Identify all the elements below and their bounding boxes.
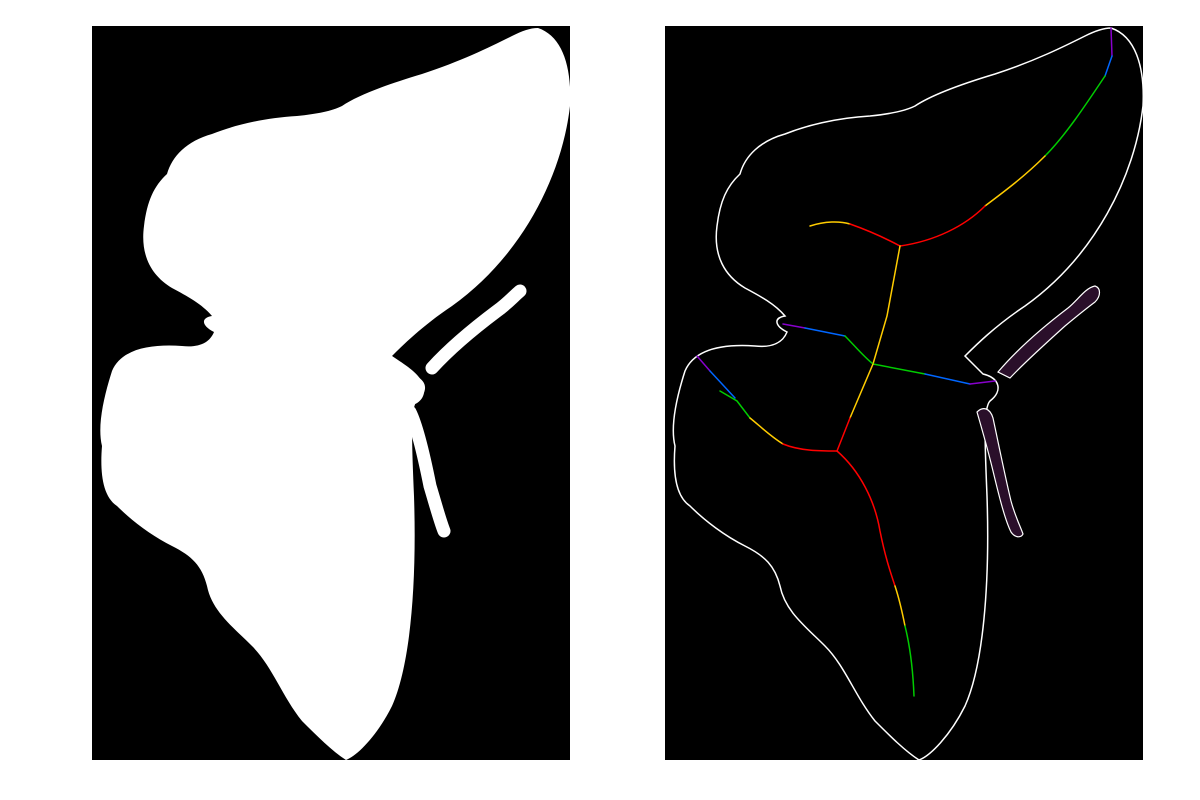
- skeleton-graph: [696, 27, 1113, 697]
- butterfly-contour: [672, 27, 1143, 760]
- skeleton-branch-upper-right-4: [984, 155, 1046, 207]
- skeleton-branch-mid-right-2: [924, 373, 971, 385]
- skeleton-branch-center: [872, 245, 901, 365]
- antenna-lower-contour: [976, 408, 1024, 538]
- skeleton-branch-upper-right: [1110, 27, 1113, 57]
- skeleton-branch-tail-3: [904, 625, 915, 697]
- skeleton-branch-upper-right-2: [1104, 55, 1113, 77]
- butterfly-skeleton-image: [665, 26, 1143, 760]
- skeleton-branch-mid-left-3: [844, 335, 874, 365]
- skeleton-branch-upper-right-5: [899, 205, 986, 247]
- skeleton-branch-tail-2: [894, 585, 906, 627]
- skeleton-branch-upper-left-2: [849, 223, 901, 247]
- butterfly-mask-antenna-lower: [403, 405, 451, 538]
- skeleton-branch-upper-left: [809, 221, 851, 227]
- skeleton-branch-lower-left-5: [782, 443, 838, 452]
- skeleton-branch-mid-left: [782, 323, 806, 329]
- skeleton-overlay-panel: [665, 26, 1143, 760]
- skeleton-branch-mid-right: [872, 363, 926, 375]
- butterfly-silhouette-image: [92, 26, 570, 760]
- antenna-upper-contour: [997, 285, 1101, 379]
- skeleton-branch-lower-left-2: [709, 370, 736, 399]
- skeleton-branch-lower-left: [696, 355, 711, 372]
- skeleton-background: [665, 26, 1143, 760]
- skeleton-branch-center-down-2: [836, 417, 851, 452]
- butterfly-mask-body: [392, 356, 425, 406]
- binary-mask-panel: [92, 26, 570, 760]
- butterfly-mask-shape: [100, 28, 570, 760]
- skeleton-branch-mid-right-3: [969, 380, 996, 385]
- skeleton-branch-lower-left-4: [749, 417, 784, 445]
- skeleton-branch-tail: [836, 450, 896, 587]
- skeleton-branch-mid-left-2: [804, 327, 846, 337]
- skeleton-branch-upper-right-3: [1044, 75, 1106, 157]
- skeleton-branch-lower-left-3: [719, 390, 751, 419]
- skeleton-branch-center-down: [849, 363, 874, 419]
- butterfly-mask-antenna-upper: [425, 284, 527, 375]
